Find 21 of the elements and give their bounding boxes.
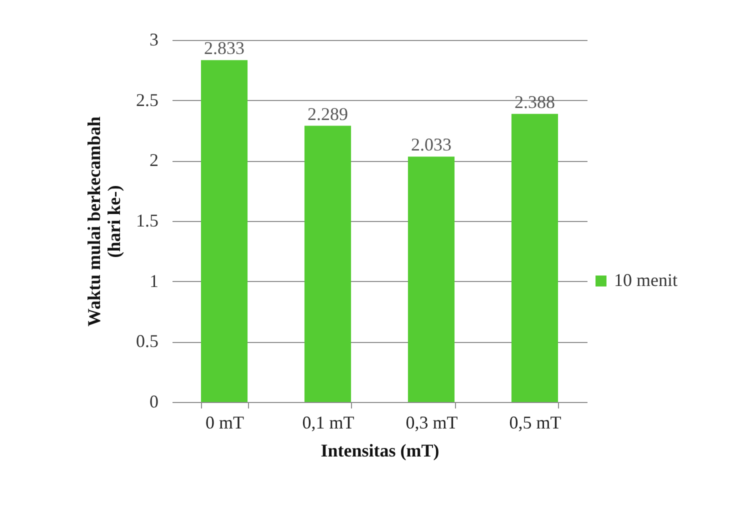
x-tick-label: 0 mT bbox=[206, 412, 244, 432]
data-label: 2.833 bbox=[204, 38, 245, 58]
bar bbox=[304, 126, 352, 402]
x-tick-label: 0,5 mT bbox=[509, 412, 562, 432]
y-tick-label: 0 bbox=[150, 392, 158, 412]
bar bbox=[511, 114, 558, 402]
x-tick-label: 0,3 mT bbox=[406, 412, 458, 432]
x-tick-label: 0,1 mT bbox=[302, 412, 354, 432]
x-axis-title: Intensitas (mT) bbox=[320, 440, 440, 460]
y-tick-label: 2 bbox=[150, 150, 158, 170]
data-label: 2.289 bbox=[308, 104, 348, 124]
bar bbox=[200, 60, 248, 402]
y-tick-label: 1.5 bbox=[136, 210, 158, 230]
y-tick-label: 2.5 bbox=[136, 90, 158, 110]
y-tick-label: 3 bbox=[150, 30, 158, 50]
bar bbox=[408, 156, 455, 402]
legend-label: 10 menit bbox=[614, 270, 678, 290]
y-tick-label: 0.5 bbox=[136, 331, 158, 352]
y-axis-title: Waktu mulai berkecambah (hari ke-) bbox=[84, 116, 124, 327]
y-tick-label: 1 bbox=[150, 270, 158, 291]
data-label: 2.033 bbox=[410, 134, 452, 155]
